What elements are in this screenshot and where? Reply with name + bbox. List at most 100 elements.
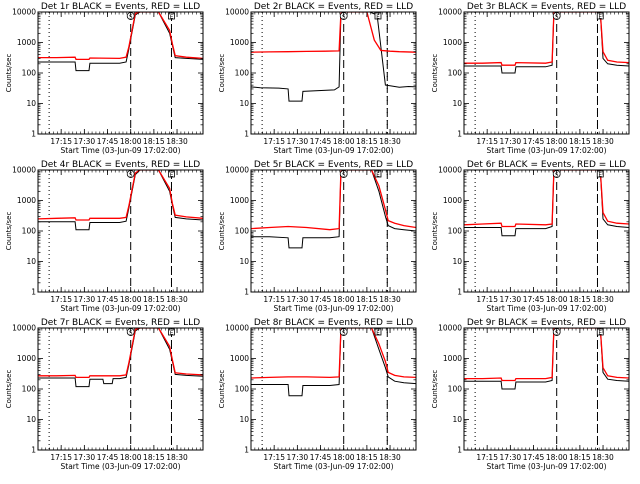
y-axis-label: Counts/sec (218, 212, 226, 251)
x-axis-label: Start Time (03-Jun-09 17:02:00) (61, 462, 181, 471)
plot-frame (250, 169, 417, 293)
y-tick-label: 100 (235, 227, 250, 236)
x-tick-label: 18:00 (546, 295, 568, 304)
x-tick-label: 18:00 (333, 295, 355, 304)
x-tick-label: 18:15 (143, 453, 165, 462)
plot-title: Det 8r BLACK = Events, RED = LLD (254, 318, 413, 328)
x-tick-label: 17:15 (50, 137, 72, 146)
x-tick-label: 17:15 (476, 295, 498, 304)
x-tick-label: 17:45 (523, 295, 545, 304)
y-tick-label: 1000 (443, 196, 462, 205)
plot-title: Det 2r BLACK = Events, RED = LLD (254, 2, 413, 12)
marker-label: S (342, 172, 346, 178)
series-line-events (38, 328, 203, 388)
marker-label: E (376, 14, 380, 20)
y-tick-label: 10 (26, 257, 36, 266)
x-tick-label: 18:30 (166, 295, 188, 304)
x-tick-label: 18:30 (592, 137, 614, 146)
y-tick-label: 1 (31, 288, 36, 297)
series-line-lld (38, 12, 203, 61)
x-tick-label: 17:30 (500, 295, 522, 304)
plot-title: Det 5r BLACK = Events, RED = LLD (254, 160, 413, 170)
y-axis-label: Counts/sec (5, 212, 13, 251)
x-tick-label: 18:15 (569, 137, 591, 146)
plot-frame (463, 169, 630, 293)
plot-frame (37, 11, 204, 135)
x-tick-label: 17:30 (74, 453, 96, 462)
plot-title: Det 4r BLACK = Events, RED = LLD (41, 160, 200, 170)
y-tick-label: 10 (452, 415, 462, 424)
y-tick-label: 10 (26, 99, 36, 108)
x-tick-label: 17:30 (500, 453, 522, 462)
x-tick-label: 18:15 (356, 453, 378, 462)
x-tick-label: 17:15 (263, 295, 285, 304)
y-tick-label: 1 (457, 288, 462, 297)
x-axis-label: Start Time (03-Jun-09 17:02:00) (487, 304, 607, 313)
plot-frame (463, 327, 630, 451)
y-axis-label: Counts/sec (218, 54, 226, 93)
y-tick-label: 100 (448, 227, 463, 236)
series-line-events (38, 12, 203, 72)
plot-title: Det 9r BLACK = Events, RED = LLD (467, 318, 626, 328)
end-marker (168, 328, 175, 336)
y-tick-label: 10 (239, 99, 249, 108)
x-tick-label: 17:30 (74, 137, 96, 146)
y-axis-label: Counts/sec (431, 370, 439, 409)
detector-plot-1: Det 1r BLACK = Events, RED = LLD S E 1 10 100… (5, 2, 204, 155)
marker-label: E (170, 330, 174, 336)
x-tick-label: 18:00 (546, 137, 568, 146)
x-tick-label: 17:15 (263, 137, 285, 146)
x-tick-label: 17:15 (50, 453, 72, 462)
series-line-events (464, 170, 629, 237)
end-marker (168, 12, 175, 20)
y-tick-label: 1000 (443, 354, 462, 363)
plot-title: Det 3r BLACK = Events, RED = LLD (467, 2, 626, 12)
x-tick-label: 17:45 (97, 453, 119, 462)
detector-plot-3: Det 3r BLACK = Events, RED = LLD S E 1 10 100… (431, 2, 630, 155)
x-tick-label: 17:45 (310, 137, 332, 146)
series-line-lld (251, 328, 416, 379)
y-tick-label: 10 (26, 415, 36, 424)
plot-frame (37, 327, 204, 451)
x-tick-label: 18:15 (569, 453, 591, 462)
x-tick-label: 17:30 (500, 137, 522, 146)
x-tick-label: 18:30 (592, 295, 614, 304)
y-tick-label: 1 (31, 446, 36, 455)
y-tick-label: 1 (244, 288, 249, 297)
x-tick-label: 17:15 (263, 453, 285, 462)
y-axis-label: Counts/sec (5, 54, 13, 93)
series-line-lld (251, 170, 416, 231)
x-tick-label: 17:45 (97, 137, 119, 146)
marker-label: S (555, 14, 559, 20)
y-axis-label: Counts/sec (5, 370, 13, 409)
y-tick-label: 100 (448, 385, 463, 394)
y-tick-label: 100 (22, 69, 37, 78)
y-tick-label: 100 (448, 69, 463, 78)
series-line-events (251, 170, 416, 249)
y-tick-label: 100 (235, 69, 250, 78)
plot-frame (463, 11, 630, 135)
y-tick-label: 1000 (230, 38, 249, 47)
x-tick-label: 18:15 (356, 137, 378, 146)
x-tick-label: 17:30 (287, 137, 309, 146)
plot-title: Det 1r BLACK = Events, RED = LLD (41, 2, 200, 12)
end-marker (374, 328, 382, 336)
x-tick-label: 18:30 (166, 137, 188, 146)
y-tick-label: 10 (452, 99, 462, 108)
x-axis-label: Start Time (03-Jun-09 17:02:00) (274, 146, 394, 155)
series-line-lld (38, 170, 203, 221)
x-tick-label: 18:00 (120, 137, 142, 146)
end-marker (374, 12, 382, 20)
x-axis-label: Start Time (03-Jun-09 17:02:00) (487, 146, 607, 155)
x-tick-label: 18:00 (120, 295, 142, 304)
plot-title: Det 7r BLACK = Events, RED = LLD (41, 318, 200, 328)
y-axis-label: Counts/sec (431, 54, 439, 93)
y-tick-label: 1 (31, 130, 36, 139)
series-line-lld (38, 328, 203, 379)
x-tick-label: 17:15 (476, 453, 498, 462)
detector-plot-6: Det 6r BLACK = Events, RED = LLD S E 1 10 100… (431, 160, 630, 313)
x-tick-label: 18:15 (569, 295, 591, 304)
marker-label: E (376, 330, 380, 336)
x-tick-label: 17:45 (523, 137, 545, 146)
end-marker (168, 170, 175, 178)
